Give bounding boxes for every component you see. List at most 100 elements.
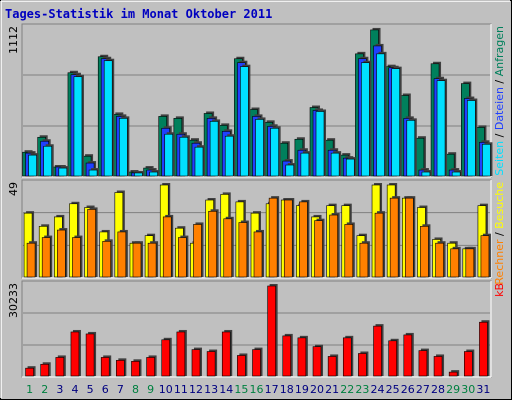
x-tick-label: 30: [461, 383, 475, 396]
bar: [162, 216, 172, 278]
bar: [329, 214, 338, 278]
x-tick-label: 9: [147, 383, 154, 396]
bar: [253, 231, 263, 278]
x-tick-label: 11: [174, 383, 188, 396]
bar: [373, 325, 382, 377]
bar: [134, 172, 143, 177]
bar: [73, 76, 83, 177]
bar: [164, 133, 174, 177]
bar: [146, 357, 155, 377]
bar: [237, 355, 246, 377]
bar: [238, 222, 248, 278]
bar: [119, 118, 128, 177]
bar: [297, 337, 307, 377]
bar: [327, 356, 337, 377]
bar: [43, 145, 52, 177]
x-tick-label: 12: [189, 383, 203, 396]
legend-separator: /: [493, 76, 506, 87]
x-tick-label: 15: [234, 383, 248, 396]
bar: [70, 331, 80, 377]
bar: [28, 154, 37, 177]
bar: [57, 229, 66, 278]
bar: [103, 60, 113, 177]
legend: Seiten / Dateien / Anfragen: [493, 26, 506, 176]
bar: [391, 68, 400, 177]
x-tick-label: 28: [431, 383, 445, 396]
x-tick-label: 24: [371, 383, 385, 396]
bar: [479, 321, 488, 377]
bar: [270, 127, 279, 177]
legend-entry: kB: [493, 283, 506, 297]
legend-separator: /: [493, 130, 506, 141]
legend-entry: Rechner: [493, 239, 506, 285]
legend: Rechner / Besuche: [493, 182, 506, 285]
bar: [41, 237, 51, 278]
bar: [282, 335, 292, 377]
bar: [482, 143, 491, 177]
bar: [117, 231, 127, 278]
x-tick-label: 31: [476, 383, 490, 396]
chart-title: Tages-Statistik im Monat Oktober 2011: [5, 7, 272, 21]
bar: [285, 164, 295, 177]
bar: [465, 248, 475, 278]
x-tick-label: 7: [117, 383, 124, 396]
x-tick-label: 29: [446, 383, 460, 396]
x-tick-label: 13: [204, 383, 218, 396]
bar: [300, 152, 310, 177]
bar: [206, 351, 216, 377]
legend-entry: Anfragen: [493, 26, 506, 76]
bar: [403, 334, 413, 377]
bar: [464, 351, 473, 377]
bar: [131, 361, 140, 377]
x-tick-label: 25: [386, 383, 400, 396]
bar: [330, 152, 340, 177]
x-tick-label: 16: [250, 383, 264, 396]
bar: [224, 135, 234, 177]
bar: [149, 171, 158, 177]
bar: [132, 242, 142, 278]
bar: [420, 226, 429, 278]
x-tick-label: 1: [26, 383, 33, 396]
bar: [209, 121, 219, 177]
x-tick-label: 23: [355, 383, 369, 396]
bar: [436, 80, 446, 177]
bar: [480, 235, 490, 278]
bar: [25, 367, 34, 377]
bar: [176, 331, 186, 377]
y-tick-label: 49: [7, 182, 20, 196]
bar: [100, 357, 110, 377]
legend-entry: Besuche: [493, 182, 506, 229]
x-tick-label: 5: [87, 383, 94, 396]
bar: [268, 197, 278, 278]
bar: [361, 62, 370, 177]
x-tick-label: 10: [159, 383, 173, 396]
y-tick-label: 30233: [7, 283, 20, 318]
bar: [102, 241, 112, 278]
bar: [299, 201, 308, 278]
bar: [208, 210, 217, 278]
bar: [240, 66, 249, 177]
bar: [467, 100, 476, 177]
bar: [315, 111, 325, 177]
bar: [193, 224, 202, 278]
bar: [344, 224, 354, 278]
legend-separator: /: [493, 229, 506, 240]
bar: [283, 199, 293, 278]
bar: [376, 53, 385, 177]
bar: [252, 349, 261, 377]
bar: [314, 220, 323, 278]
bar: [161, 339, 171, 377]
bar: [345, 158, 355, 177]
bar: [255, 119, 264, 177]
bar: [448, 371, 458, 377]
bar: [191, 349, 201, 377]
bar: [433, 356, 443, 377]
bar: [178, 237, 187, 278]
bar: [179, 136, 189, 177]
x-tick-label: 17: [265, 383, 279, 396]
legend: kB: [493, 283, 506, 297]
bar: [359, 242, 369, 278]
bar: [87, 209, 96, 278]
bar: [404, 197, 414, 278]
